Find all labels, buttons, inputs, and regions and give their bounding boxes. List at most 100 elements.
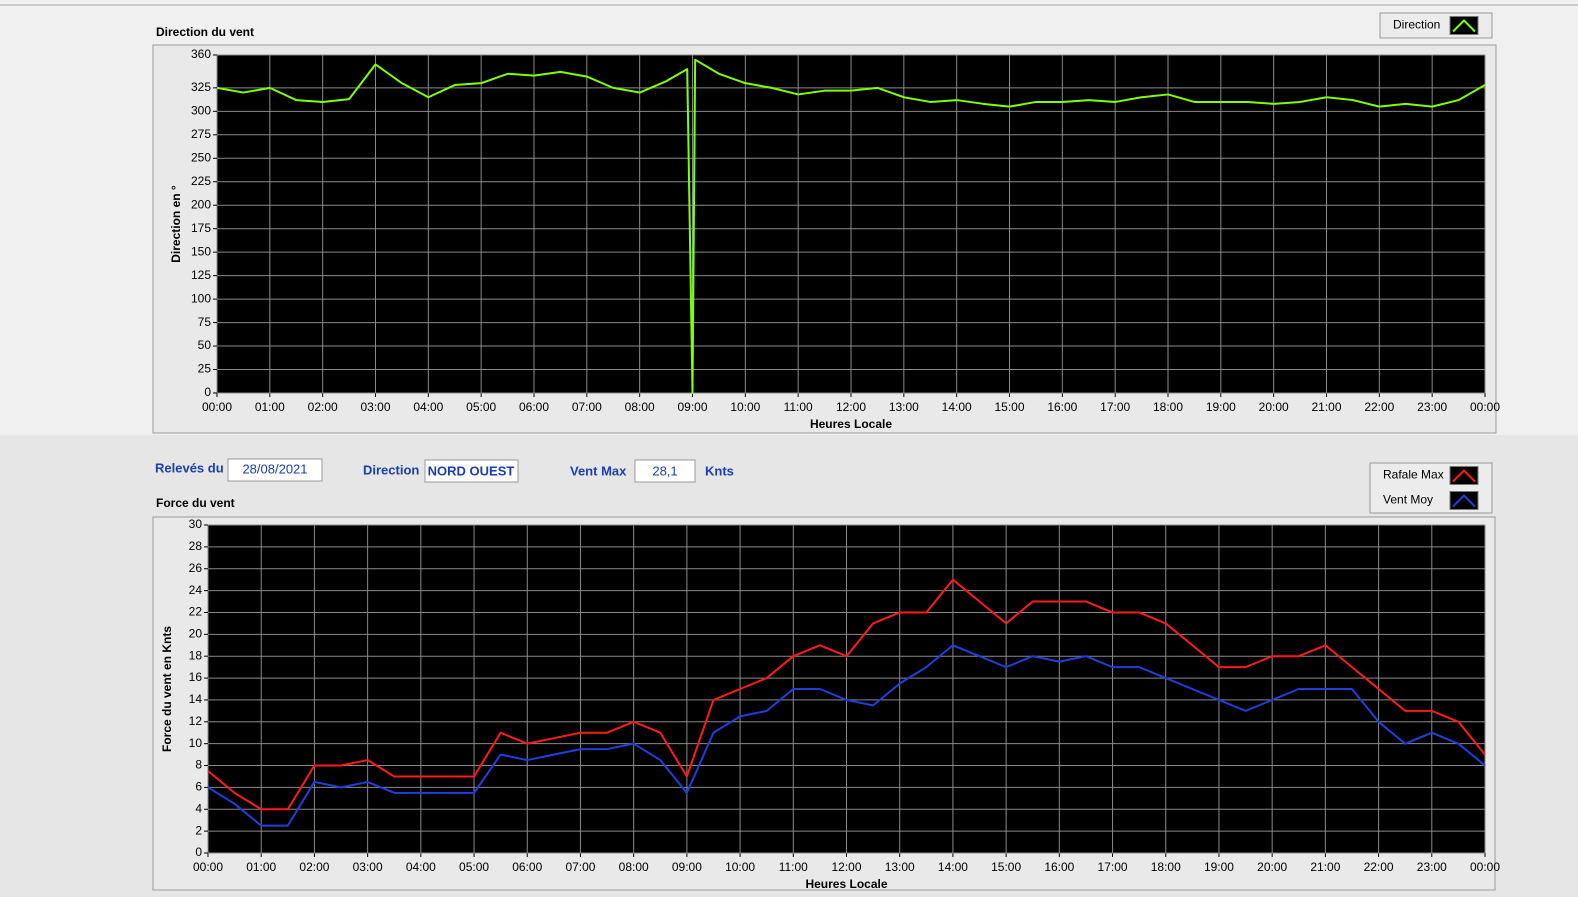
y-tick-label: 0 xyxy=(204,385,211,399)
y-tick-label: 75 xyxy=(198,315,212,329)
y-tick-label: 100 xyxy=(191,291,211,305)
x-tick-label: 22:00 xyxy=(1364,400,1394,414)
x-tick-label: 16:00 xyxy=(1044,860,1074,874)
y-tick-label: 10 xyxy=(189,736,203,750)
x-tick-label: 15:00 xyxy=(991,860,1021,874)
x-tick-label: 13:00 xyxy=(889,400,919,414)
y-tick-label: 4 xyxy=(195,801,202,815)
y-tick-label: 0 xyxy=(195,845,202,859)
y-tick-label: 300 xyxy=(191,104,211,118)
x-tick-label: 14:00 xyxy=(942,400,972,414)
direction-label: Direction xyxy=(363,462,419,477)
date-label: Relevés du xyxy=(155,460,224,475)
y-tick-label: 50 xyxy=(198,338,212,352)
legend-label: Rafale Max xyxy=(1383,468,1444,482)
y-axis-label: Force du vent en Knts xyxy=(160,626,174,752)
x-tick-label: 19:00 xyxy=(1204,860,1234,874)
x-tick-label: 02:00 xyxy=(299,860,329,874)
date-field[interactable] xyxy=(227,458,323,482)
y-tick-label: 2 xyxy=(195,823,202,837)
x-tick-label: 10:00 xyxy=(730,400,760,414)
y-tick-label: 18 xyxy=(189,648,203,662)
x-tick-label: 02:00 xyxy=(308,400,338,414)
x-axis-label: Heures Locale xyxy=(810,417,892,431)
direction-value: NORD OUEST xyxy=(428,463,515,478)
x-tick-label: 07:00 xyxy=(565,860,595,874)
x-tick-label: 10:00 xyxy=(725,860,755,874)
legend-swatch xyxy=(1452,19,1476,33)
y-tick-label: 16 xyxy=(189,670,203,684)
legend-swatch-bg xyxy=(1449,16,1479,35)
x-tick-label: 04:00 xyxy=(413,400,443,414)
legend-swatch xyxy=(1452,469,1476,483)
y-tick-label: 12 xyxy=(189,714,203,728)
x-tick-label: 17:00 xyxy=(1098,860,1128,874)
y-tick-label: 22 xyxy=(189,605,203,619)
x-tick-label: 06:00 xyxy=(512,860,542,874)
x-tick-label: 13:00 xyxy=(885,860,915,874)
x-tick-label: 00:00 xyxy=(1470,400,1500,414)
max-value: 28,1 xyxy=(652,463,677,478)
unit-label: Knts xyxy=(705,463,734,478)
legend-swatch-bg xyxy=(1449,466,1479,485)
y-tick-label: 24 xyxy=(189,583,203,597)
x-tick-label: 18:00 xyxy=(1151,860,1181,874)
legend-label: Direction xyxy=(1393,18,1440,32)
x-tick-label: 09:00 xyxy=(677,400,707,414)
y-tick-label: 6 xyxy=(195,780,202,794)
x-tick-label: 00:00 xyxy=(193,860,223,874)
x-tick-label: 23:00 xyxy=(1417,400,1447,414)
x-tick-label: 23:00 xyxy=(1417,860,1447,874)
x-tick-label: 03:00 xyxy=(360,400,390,414)
x-tick-label: 21:00 xyxy=(1310,860,1340,874)
x-tick-label: 03:00 xyxy=(353,860,383,874)
chart-title: Direction du vent xyxy=(156,25,254,39)
x-tick-label: 08:00 xyxy=(625,400,655,414)
max-field[interactable] xyxy=(634,459,696,483)
x-tick-label: 20:00 xyxy=(1257,860,1287,874)
y-tick-label: 26 xyxy=(189,561,203,575)
x-tick-label: 11:00 xyxy=(784,400,813,414)
x-tick-label: 18:00 xyxy=(1153,400,1183,414)
y-tick-label: 325 xyxy=(191,80,211,94)
y-tick-label: 20 xyxy=(189,627,203,641)
x-tick-label: 07:00 xyxy=(572,400,602,414)
y-tick-label: 25 xyxy=(198,362,212,376)
data-line xyxy=(207,644,1486,827)
y-tick-label: 150 xyxy=(191,244,211,258)
x-tick-label: 16:00 xyxy=(1047,400,1077,414)
x-tick-label: 04:00 xyxy=(406,860,436,874)
x-tick-label: 01:00 xyxy=(255,400,285,414)
x-tick-label: 08:00 xyxy=(619,860,649,874)
x-tick-label: 20:00 xyxy=(1259,400,1289,414)
x-tick-label: 09:00 xyxy=(672,860,702,874)
x-tick-label: 12:00 xyxy=(831,860,861,874)
x-tick-label: 05:00 xyxy=(466,400,496,414)
x-tick-label: 05:00 xyxy=(459,860,489,874)
x-tick-label: 12:00 xyxy=(836,400,866,414)
y-tick-label: 275 xyxy=(191,127,211,141)
direction-field[interactable] xyxy=(424,459,519,483)
x-axis-label: Heures Locale xyxy=(805,877,887,891)
x-tick-label: 00:00 xyxy=(1470,860,1500,874)
x-tick-label: 00:00 xyxy=(202,400,232,414)
x-tick-label: 19:00 xyxy=(1206,400,1236,414)
y-tick-label: 200 xyxy=(191,197,211,211)
x-tick-label: 22:00 xyxy=(1364,860,1394,874)
chart-title: Force du vent xyxy=(156,496,235,510)
legend-swatch xyxy=(1452,494,1476,508)
x-tick-label: 11:00 xyxy=(779,860,808,874)
x-tick-label: 21:00 xyxy=(1311,400,1341,414)
y-tick-label: 125 xyxy=(191,268,211,282)
x-tick-label: 15:00 xyxy=(994,400,1024,414)
x-tick-label: 14:00 xyxy=(938,860,968,874)
legend-label: Vent Moy xyxy=(1383,493,1433,507)
data-line xyxy=(207,578,1486,811)
y-tick-label: 360 xyxy=(191,47,211,61)
y-tick-label: 30 xyxy=(189,517,203,531)
x-tick-label: 01:00 xyxy=(246,860,276,874)
data-line xyxy=(216,58,1486,394)
y-tick-label: 28 xyxy=(189,539,203,553)
y-tick-label: 175 xyxy=(191,221,211,235)
